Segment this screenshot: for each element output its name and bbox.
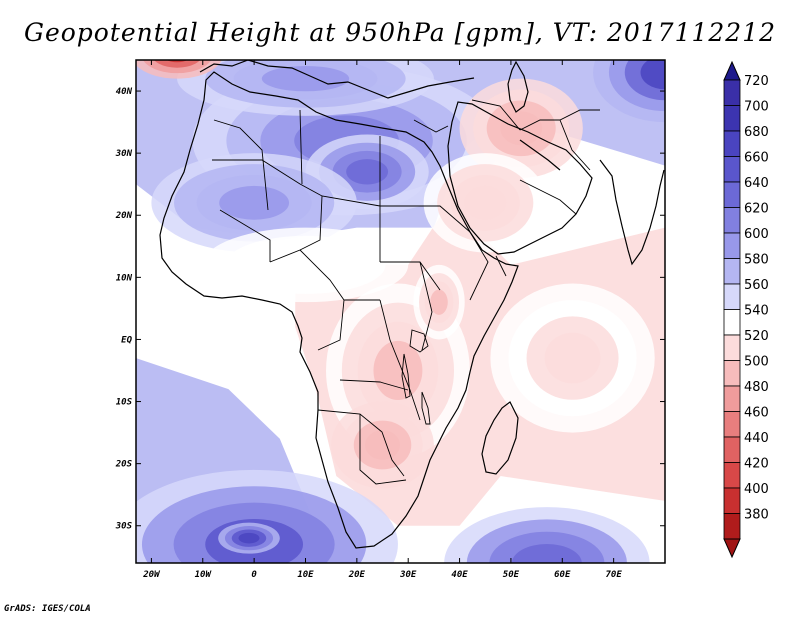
colorbar-swatch-440 [723,436,741,463]
africa-coastline [159,71,519,549]
colorbar-swatch-380 [723,513,741,540]
colorbar-swatch-660 [723,156,741,183]
map-title: Geopotential Height at 950hPa [gpm], VT:… [23,18,777,47]
lake-tanganyika [401,353,411,399]
feature-libya-high-ring-3 [346,159,389,185]
colorbar-label-520: 520 [744,329,769,344]
colorbar-swatch-560 [723,283,741,310]
lat-label-10N: 10N [116,273,133,283]
colorbar-swatch-600 [723,232,741,259]
feature-europe-high-ring-3 [261,65,350,92]
lon-label-50E: 50E [503,570,520,580]
feature-sahel-neutral-ring-3 [270,252,341,278]
arabia-coastline [447,101,593,255]
colorbar-top-arrow [723,60,741,81]
colorbar-label-420: 420 [744,457,769,472]
colorbar-bottom-arrow [723,538,741,559]
madagascar-coastline [481,401,519,475]
lat-label-30S: 30S [115,522,133,532]
colorbar-label-400: 400 [744,482,769,497]
feature-sahara-high-ring-3 [219,185,290,220]
colorbar-label-680: 680 [744,125,769,140]
colorbar-label-460: 460 [744,406,769,421]
europe-coastline [199,60,475,99]
feature-southern-africa-low-ring-3 [365,430,400,460]
field-features [136,60,665,563]
colorbar-label-540: 540 [744,304,769,319]
feature-northwest-atlantic-low-ring-2 [153,60,201,68]
india-coastline [599,159,665,266]
lon-label-0: 0 [251,570,257,580]
feature-east-africa-low-ring-3 [430,289,448,315]
colorbar-label-480: 480 [744,380,769,395]
lon-label-10W: 10W [195,570,213,580]
colorbar-swatch-620 [723,207,741,234]
lon-label-40E: 40E [451,570,468,580]
lon-label-10E: 10E [297,570,314,580]
colorbar-swatch-400 [723,487,741,514]
colorbar-swatch-580 [723,258,741,285]
lat-label-30N: 30N [115,149,133,159]
lat-label-EQ: EQ [121,335,132,345]
feature-central-africa-low-ring-3 [373,340,423,401]
colorbar-label-380: 380 [744,508,769,523]
latitude-axis: 40N 30N 20N 10N EQ 10S 20S 30S [115,87,665,532]
colorbar: 720 700 680 660 640 620 600 580 560 540 520 500 480 4… [723,60,769,559]
lat-label-40N: 40N [116,87,133,97]
colorbar-swatch-500 [723,360,741,387]
lat-label-20N: 20N [115,211,133,221]
caspian-coastline [507,60,529,113]
feature-arabia-low-ring-3 [464,185,507,220]
lon-label-60E: 60E [554,570,571,580]
lon-label-70E: 70E [606,570,623,580]
colorbar-swatch-480 [723,385,741,412]
feature-indian-ocean-low-ring-3 [544,332,601,384]
lon-label-20E: 20E [348,570,366,580]
colorbar-label-560: 560 [744,278,769,293]
lat-label-20S: 20S [115,460,133,470]
lake-malawi [421,391,431,425]
colorbar-label-580: 580 [744,253,769,268]
feature-central-asia-high-ring-3 [640,60,665,90]
colorbar-swatch-640 [723,181,741,208]
grads-credit: GrADS: IGES/COLA [4,604,91,614]
coastlines [159,60,665,549]
colorbar-swatch-520 [723,334,741,361]
colorbar-label-440: 440 [744,431,769,446]
colorbar-label-620: 620 [744,202,769,217]
feature-iran-low-ring-3 [500,111,543,146]
lon-label-20W: 20W [142,570,161,580]
colorbar-label-660: 660 [744,151,769,166]
colorbar-label-600: 600 [744,227,769,242]
lon-label-30E: 30E [399,570,417,580]
lake-victoria [409,329,429,353]
borders [212,99,600,485]
height-field [136,60,665,563]
colorbar-swatch-420 [723,462,741,489]
colorbar-swatch-680 [723,130,741,157]
colorbar-swatch-540 [723,309,741,336]
colorbar-swatch-460 [723,411,741,438]
colorbar-label-700: 700 [744,100,769,115]
feature-southwest-indian-high-ring-3 [511,544,582,563]
colorbar-label-640: 640 [744,176,769,191]
map-frame [135,59,666,564]
colorbar-label-720: 720 [744,74,769,89]
longitude-axis: 20W 10W 0 10E 20E 30E 40E 50E 60E 70E [142,60,622,580]
colorbar-swatch-700 [723,105,741,132]
colorbar-label-500: 500 [744,355,769,370]
colorbar-swatch-720 [723,79,741,106]
lat-label-10S: 10S [116,398,133,408]
gulf-coastline [519,139,561,171]
country-borders [212,99,600,485]
feature-south-atlantic-core-ring-3 [238,532,260,544]
